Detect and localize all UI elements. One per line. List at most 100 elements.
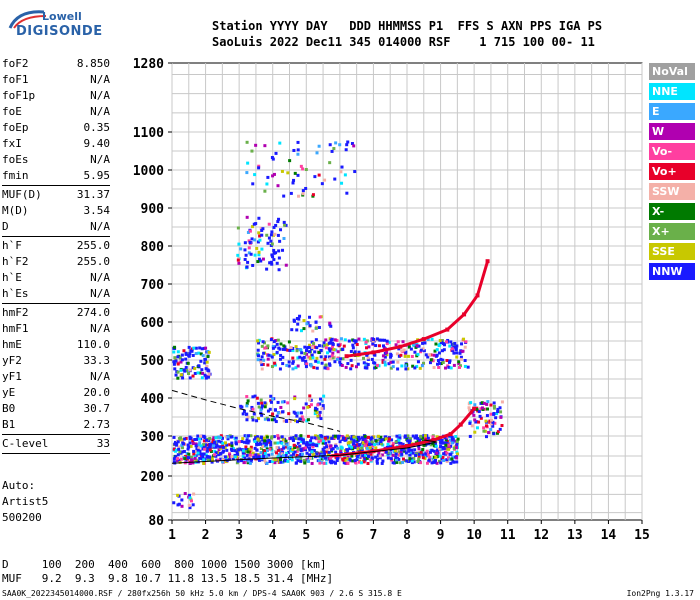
echo-dot	[269, 440, 273, 444]
x-tick-label: 6	[336, 528, 344, 543]
echo-dot	[282, 446, 286, 450]
echo-dot	[369, 458, 373, 462]
echo-dot	[344, 148, 348, 152]
echo-dot	[376, 453, 380, 457]
echo-dot	[294, 436, 298, 440]
echo-dot	[339, 357, 343, 361]
echo-dot	[241, 451, 245, 455]
echo-dot	[414, 434, 418, 438]
echo-dot	[256, 240, 260, 244]
echo-dot	[327, 440, 331, 444]
echo-dot	[245, 215, 249, 219]
echo-dot	[265, 455, 269, 459]
echo-dot	[295, 317, 299, 321]
echo-dot	[438, 454, 442, 458]
echo-dot	[335, 338, 339, 342]
echo-dot	[286, 446, 290, 450]
echo-dot	[313, 412, 317, 416]
echo-dot	[245, 140, 249, 144]
echo-dot	[328, 349, 332, 353]
echo-dot	[329, 324, 333, 328]
echo-dot	[463, 345, 467, 349]
trace-point	[405, 444, 409, 448]
echo-dot	[413, 366, 417, 370]
echo-dot	[253, 173, 257, 177]
echo-dot	[266, 409, 270, 413]
echo-dot	[372, 352, 376, 356]
echo-dot	[477, 410, 481, 414]
echo-dot	[370, 440, 374, 444]
y-tick-label: 800	[141, 240, 165, 255]
echo-dot	[307, 446, 311, 450]
echo-dot	[384, 450, 388, 454]
echo-dot	[302, 318, 306, 322]
echo-dot	[270, 448, 274, 452]
echo-dot	[182, 449, 186, 453]
echo-dot	[372, 435, 376, 439]
echo-dot	[221, 441, 225, 445]
echo-dot	[259, 360, 263, 364]
echo-dot	[332, 147, 336, 151]
echo-dot	[246, 399, 250, 403]
echo-dot	[301, 358, 305, 362]
echo-dot	[229, 435, 233, 439]
echo-dot	[387, 444, 391, 448]
echo-dot	[179, 436, 183, 440]
x-tick-label: 4	[269, 528, 277, 543]
echo-dot	[417, 447, 421, 451]
echo-dot	[435, 454, 439, 458]
echo-dot	[287, 340, 291, 344]
echo-dot	[345, 143, 349, 147]
echo-dot	[479, 407, 483, 411]
echo-dot	[281, 438, 285, 442]
echo-dot	[311, 329, 315, 333]
param-value: 33	[96, 437, 110, 450]
echo-dot	[416, 360, 420, 364]
echo-dot	[309, 362, 313, 366]
echo-dot	[247, 246, 251, 250]
echo-dot	[292, 319, 296, 323]
echo-dot	[440, 339, 444, 343]
echo-dot	[270, 242, 274, 246]
echo-dot	[340, 181, 344, 185]
echo-dot	[399, 353, 403, 357]
echo-dot	[280, 447, 284, 451]
echo-dot	[206, 455, 210, 459]
echo-dot	[457, 362, 461, 366]
echo-dot	[322, 341, 326, 345]
echo-dot	[494, 416, 498, 420]
echo-dot	[411, 451, 415, 455]
echo-dot	[489, 422, 493, 426]
echo-dot	[314, 443, 318, 447]
legend-item: W	[649, 123, 695, 140]
echo-dot	[391, 453, 395, 457]
echo-dot	[267, 438, 271, 442]
echo-dot	[414, 453, 418, 457]
echo-dot	[296, 148, 300, 152]
echo-dot	[208, 448, 212, 452]
echo-dot	[293, 446, 297, 450]
echo-dot	[299, 329, 303, 333]
echo-dot	[265, 461, 269, 465]
trace-point	[398, 344, 403, 349]
y-tick-label: 900	[141, 202, 165, 217]
echo-dot	[445, 445, 449, 449]
echo-dot	[424, 451, 428, 455]
echo-dot	[204, 443, 208, 447]
echo-dot	[243, 248, 247, 252]
echo-dot	[352, 442, 356, 446]
echo-dot	[333, 434, 337, 438]
echo-dot	[244, 450, 248, 454]
echo-dot	[352, 439, 356, 443]
echo-dot	[263, 449, 267, 453]
echo-dot	[276, 441, 280, 445]
echo-dot	[468, 421, 472, 425]
echo-dot	[452, 363, 456, 367]
echo-dot	[370, 357, 374, 361]
echo-dot	[233, 455, 237, 459]
echo-dot	[188, 352, 192, 356]
echo-dot	[257, 253, 261, 257]
echo-dot	[196, 371, 200, 375]
echo-dot	[422, 434, 426, 438]
echo-dot	[247, 459, 251, 463]
